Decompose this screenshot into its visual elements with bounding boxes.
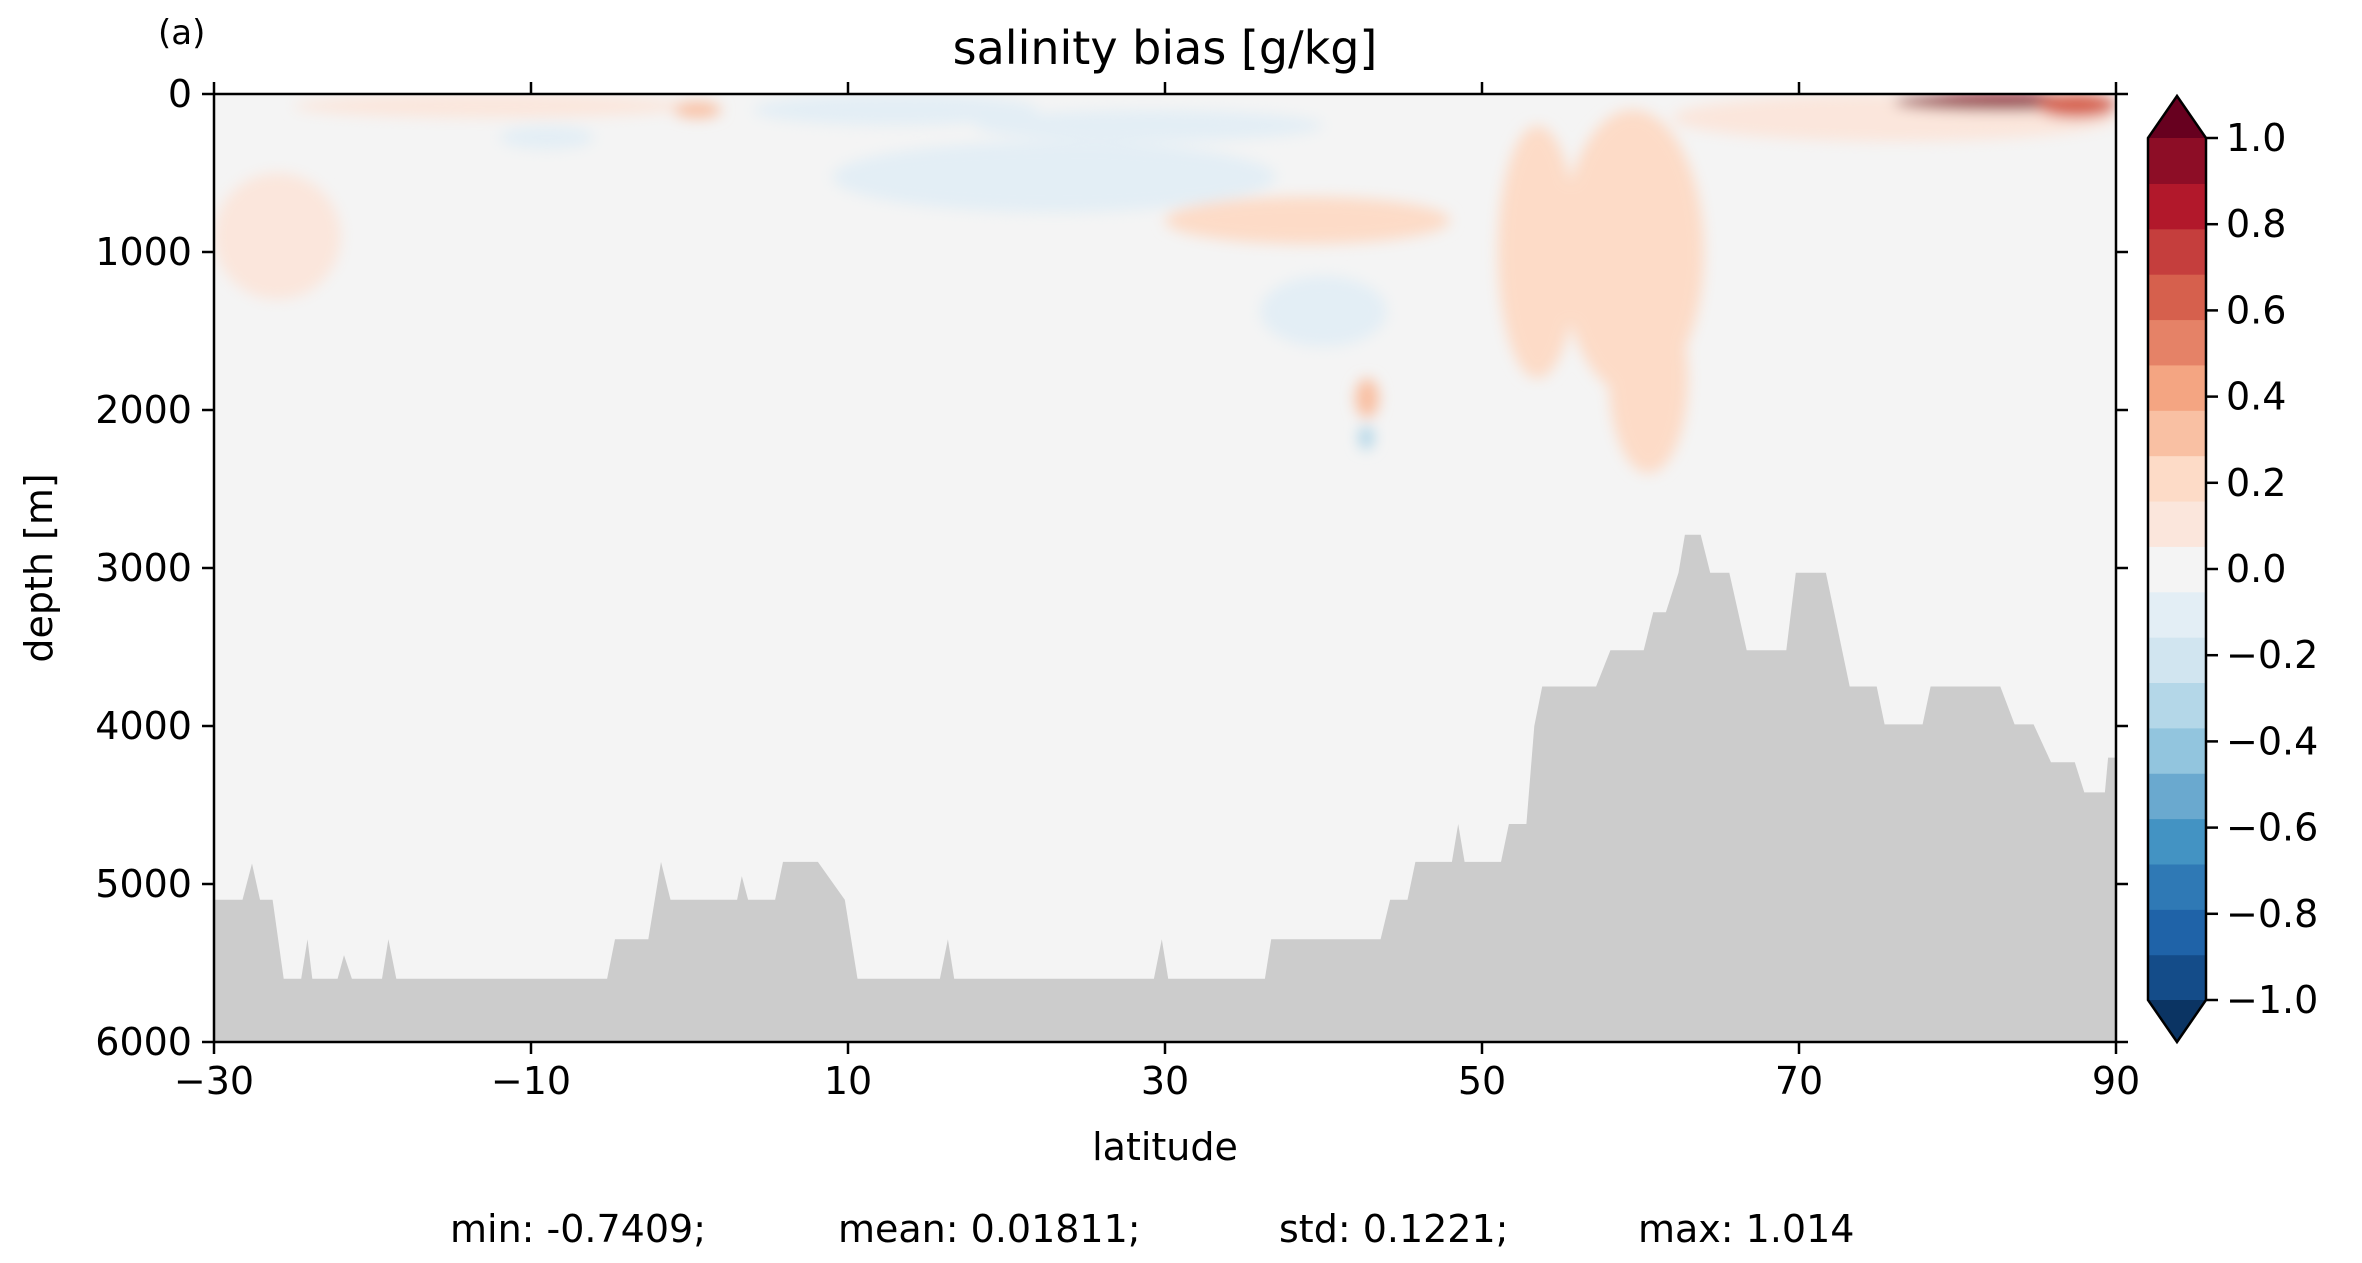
colorbar-level — [2148, 863, 2206, 910]
colorbar-tick-label: −1.0 — [2226, 978, 2318, 1022]
stat-mean: mean: 0.01811; — [838, 1207, 1141, 1251]
colorbar: 1.0 0.8 0.6 0.4 0.2 0.0 −0.2 −0.4 −0.6 −0.8 −1.0 — [2146, 93, 2318, 1045]
colorbar-level — [2148, 954, 2206, 1001]
y-tick-label: 4000 — [95, 704, 192, 748]
colorbar-level — [2148, 591, 2206, 638]
x-tick-label: 70 — [1775, 1059, 1823, 1103]
bias-patch — [832, 141, 1276, 213]
x-tick-label: −30 — [174, 1059, 254, 1103]
colorbar-tick-label: 0.8 — [2226, 202, 2286, 246]
y-tick-label: 3000 — [95, 546, 192, 590]
bias-patch — [1608, 283, 1689, 474]
colorbar-level — [2148, 727, 2206, 774]
colorbar-level — [2148, 818, 2206, 865]
colorbar-extend-min — [2148, 1000, 2206, 1042]
bias-patch — [974, 568, 1356, 932]
bias-patch — [1355, 378, 1379, 418]
colorbar-level — [2148, 682, 2206, 729]
colorbar-level — [2148, 909, 2206, 956]
bias-patch — [293, 94, 690, 118]
bias-field — [214, 94, 2116, 932]
y-tick-label: 2000 — [95, 388, 192, 432]
y-tick-label: 6000 — [95, 1020, 192, 1064]
x-axis-label: latitude — [1092, 1125, 1238, 1169]
colorbar-tick-label: −0.8 — [2226, 892, 2318, 936]
colorbar-level — [2148, 546, 2206, 593]
colorbar-tick-label: 0.0 — [2226, 547, 2286, 591]
bias-patch — [689, 331, 896, 426]
x-tick-label: 10 — [824, 1059, 872, 1103]
bias-patch — [752, 94, 1039, 126]
colorbar-level — [2148, 183, 2206, 230]
colorbar-level — [2148, 138, 2206, 184]
colorbar-level — [2148, 319, 2206, 366]
colorbar-tick-label: 0.6 — [2226, 288, 2286, 332]
colorbar-level — [2148, 364, 2206, 411]
colorbar-tick-label: 0.4 — [2226, 375, 2286, 419]
colorbar-tick-label: −0.4 — [2226, 719, 2318, 763]
bias-patch — [2036, 94, 2116, 118]
stat-max: max: 1.014 — [1638, 1207, 1854, 1251]
colorbar-level — [2148, 455, 2206, 502]
y-axis: 0 1000 2000 3000 4000 5000 6000 — [95, 72, 2128, 1064]
x-tick-label: 30 — [1141, 1059, 1189, 1103]
bias-patch — [499, 125, 595, 150]
chart-title: salinity bias [g/kg] — [953, 21, 1378, 75]
bathymetry — [214, 534, 2116, 1042]
colorbar-level — [2148, 274, 2206, 321]
x-tick-label: −10 — [491, 1059, 571, 1103]
colorbar-level — [2148, 500, 2206, 547]
colorbar-extend-max — [2148, 96, 2206, 138]
colorbar-level — [2148, 773, 2206, 820]
stats-line: min: -0.7409; mean: 0.01811; std: 0.1221… — [450, 1207, 1854, 1251]
bias-patch — [214, 173, 341, 300]
plot-area — [212, 92, 2118, 1044]
bias-patch — [1260, 275, 1387, 347]
colorbar-level — [2148, 228, 2206, 275]
bias-patch — [1165, 196, 1451, 245]
bias-patch — [1358, 425, 1375, 450]
x-axis: −30 −10 10 30 50 70 90 — [174, 82, 2140, 1103]
bias-patch — [673, 101, 722, 118]
colorbar-level — [2148, 410, 2206, 457]
y-axis-label: depth [m] — [17, 473, 61, 662]
stat-min: min: -0.7409; — [450, 1207, 706, 1251]
y-tick-label: 5000 — [95, 862, 192, 906]
colorbar-tick-label: 0.2 — [2226, 461, 2286, 505]
colorbar-tick-label: −0.2 — [2226, 633, 2318, 677]
bias-patch — [974, 109, 1324, 142]
colorbar-tick-label: 1.0 — [2226, 116, 2286, 160]
bias-patch — [245, 599, 880, 758]
x-tick-label: 90 — [2092, 1059, 2140, 1103]
bias-patch — [214, 694, 278, 884]
x-tick-label: 50 — [1458, 1059, 1506, 1103]
y-tick-label: 0 — [168, 72, 192, 116]
bias-patch — [1497, 125, 1578, 379]
panel-label: (a) — [158, 13, 205, 53]
y-tick-label: 1000 — [95, 230, 192, 274]
colorbar-tick-label: −0.6 — [2226, 806, 2318, 850]
stat-std: std: 0.1221; — [1279, 1207, 1508, 1251]
colorbar-level — [2148, 637, 2206, 684]
